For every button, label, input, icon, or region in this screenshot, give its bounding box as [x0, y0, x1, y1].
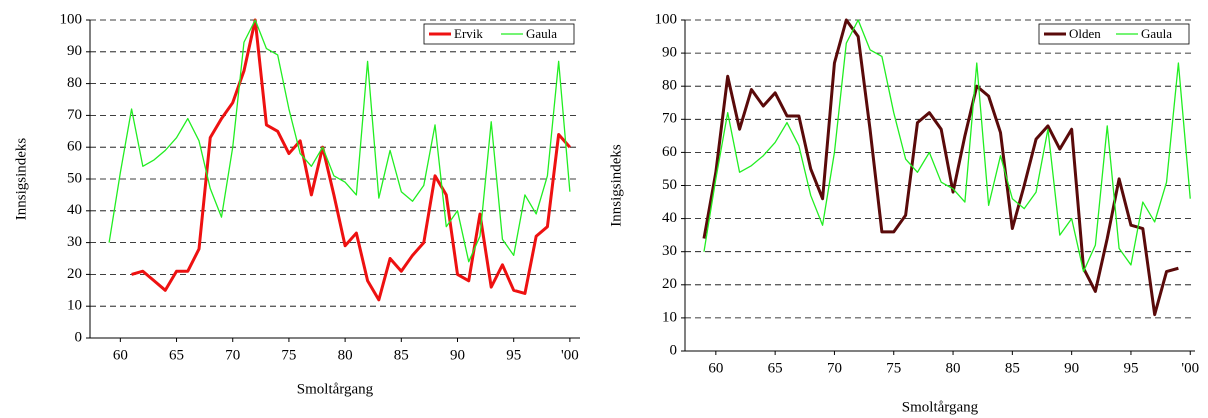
x-tick-label: 75 [886, 360, 901, 376]
y-tick-label: 80 [67, 75, 82, 91]
series-line [702, 18, 1179, 317]
x-tick-label: '00 [1181, 360, 1199, 376]
y-axis-label: Innsigsindeks [13, 138, 29, 221]
x-tick-label: 70 [827, 360, 842, 376]
legend-box [423, 23, 575, 45]
x-tick-label: 90 [450, 347, 465, 363]
y-tick-label: 60 [662, 144, 677, 160]
legend-label: Ervik [454, 26, 483, 41]
y-tick-label: 90 [662, 45, 677, 61]
y-tick-label: 50 [662, 177, 677, 193]
y-tick-label: 60 [67, 139, 82, 155]
x-tick-label: 65 [768, 360, 783, 376]
y-tick-label: 30 [662, 243, 677, 259]
x-tick-label: 95 [506, 347, 521, 363]
legend-label: Gaula [526, 26, 557, 41]
series-line [703, 19, 1191, 273]
y-tick-label: 10 [67, 298, 82, 314]
y-tick-label: 100 [60, 11, 83, 27]
x-tick-label: 65 [169, 347, 184, 363]
y-tick-label: 0 [670, 342, 678, 358]
y-tick-label: 10 [662, 309, 677, 325]
legend-label: Gaula [1141, 26, 1172, 41]
legend-box [1038, 23, 1190, 45]
y-tick-label: 50 [67, 170, 82, 186]
y-tick-label: 30 [67, 234, 82, 250]
x-tick-label: 70 [225, 347, 240, 363]
x-axis-label: Smoltårgang [297, 381, 374, 397]
y-tick-label: 40 [67, 202, 82, 218]
y-tick-label: 100 [655, 11, 678, 27]
x-tick-label: 80 [338, 347, 353, 363]
x-tick-label: 90 [1064, 360, 1079, 376]
series-line [131, 18, 572, 302]
y-axis-label: Innsigsindeks [608, 144, 624, 227]
x-tick-label: 95 [1123, 360, 1138, 376]
x-tick-label: 60 [708, 360, 723, 376]
y-tick-label: 90 [67, 43, 82, 59]
x-tick-label: '00 [561, 347, 579, 363]
y-tick-label: 40 [662, 210, 677, 226]
series-line [108, 19, 571, 263]
y-tick-label: 70 [662, 111, 677, 127]
x-tick-label: 75 [281, 347, 296, 363]
y-tick-label: 70 [67, 107, 82, 123]
y-tick-label: 0 [75, 329, 83, 345]
y-tick-label: 80 [662, 78, 677, 94]
legend-label: Olden [1069, 26, 1101, 41]
x-tick-label: 85 [1005, 360, 1020, 376]
x-tick-label: 60 [113, 347, 128, 363]
y-tick-label: 20 [67, 266, 82, 282]
x-axis-label: Smoltårgang [902, 399, 979, 415]
x-tick-label: 80 [946, 360, 961, 376]
x-tick-label: 85 [394, 347, 409, 363]
y-tick-label: 20 [662, 276, 677, 292]
